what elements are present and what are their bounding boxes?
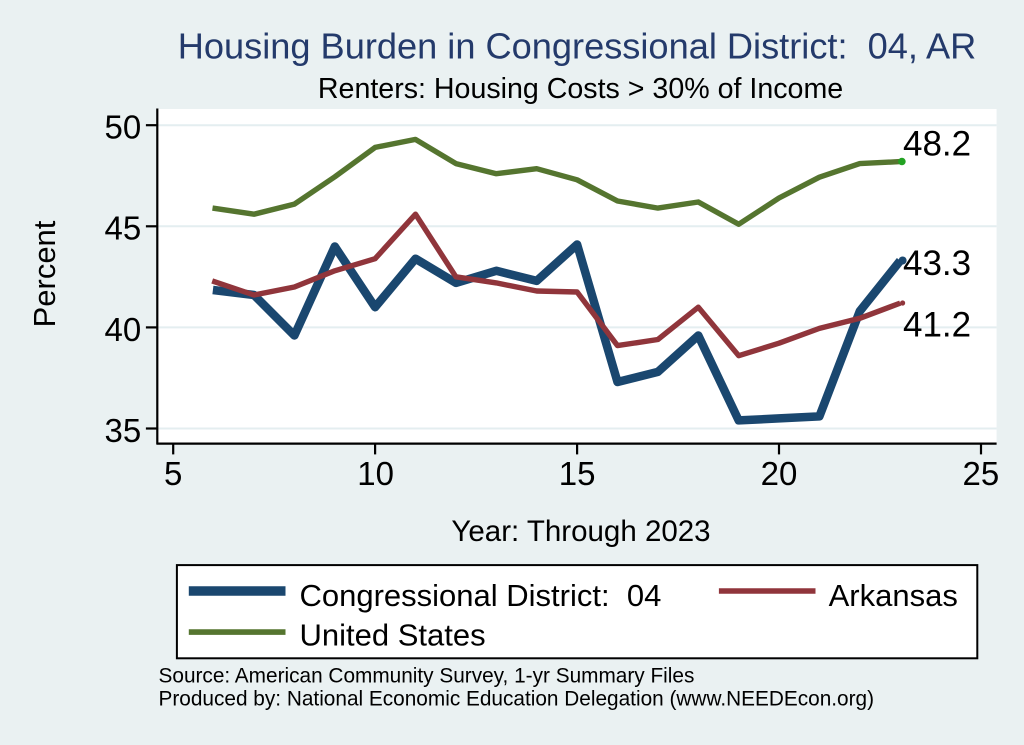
svg-text:10: 10 [357, 455, 394, 492]
svg-text:40: 40 [104, 311, 141, 348]
svg-text:Arkansas: Arkansas [829, 578, 958, 613]
svg-text:15: 15 [559, 455, 596, 492]
svg-text:5: 5 [164, 455, 182, 492]
svg-text:48.2: 48.2 [903, 124, 971, 163]
svg-text:Produced by: National Economic: Produced by: National Economic Education… [159, 687, 875, 710]
svg-text:25: 25 [963, 455, 1000, 492]
svg-text:20: 20 [761, 455, 798, 492]
svg-text:Source: American Community Sur: Source: American Community Survey, 1-yr … [159, 665, 695, 688]
svg-text:United States: United States [300, 618, 486, 653]
svg-text:Percent: Percent [27, 220, 62, 327]
svg-text:Congressional District: 04: Congressional District: 04 [300, 578, 662, 613]
svg-text:Year: Through 2023: Year: Through 2023 [451, 515, 710, 548]
svg-text:Renters: Housing Costs > 30% o: Renters: Housing Costs > 30% of Income [318, 73, 843, 105]
svg-text:Housing Burden in Congressiona: Housing Burden in Congressional District… [178, 26, 977, 67]
svg-text:41.2: 41.2 [903, 306, 971, 345]
svg-text:43.3: 43.3 [903, 244, 971, 283]
svg-text:50: 50 [104, 109, 141, 146]
svg-text:45: 45 [104, 210, 141, 247]
svg-text:35: 35 [104, 412, 141, 449]
